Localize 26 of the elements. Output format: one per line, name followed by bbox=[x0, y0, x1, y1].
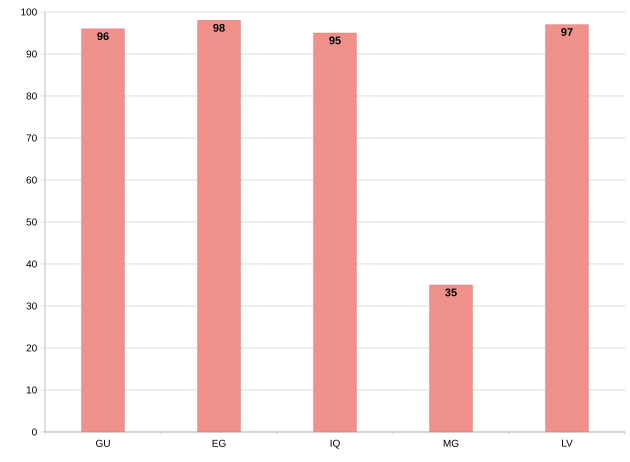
y-tick-label: 50 bbox=[26, 218, 37, 226]
data-label: 96 bbox=[97, 32, 109, 40]
data-label: 35 bbox=[445, 288, 457, 296]
y-tick-label: 70 bbox=[26, 134, 37, 142]
bar bbox=[313, 32, 357, 432]
y-tick-label: 80 bbox=[26, 92, 37, 100]
x-tick-label: EG bbox=[212, 440, 226, 447]
bar bbox=[545, 24, 589, 432]
x-tick-label: LV bbox=[562, 440, 573, 447]
y-tick-label: 60 bbox=[26, 176, 37, 184]
x-tick-label: IQ bbox=[330, 440, 340, 449]
bar bbox=[81, 28, 125, 432]
x-tick-label: MG bbox=[444, 440, 458, 447]
bar bbox=[429, 284, 473, 432]
x-tick-label: GU bbox=[96, 440, 110, 447]
data-label: 98 bbox=[213, 24, 225, 32]
y-tick-label: 30 bbox=[26, 302, 37, 310]
bar bbox=[197, 20, 241, 432]
y-tick-label: 40 bbox=[26, 260, 37, 268]
y-tick-label: 100 bbox=[21, 8, 37, 16]
y-tick-label: 90 bbox=[26, 50, 37, 58]
y-tick-label: 0 bbox=[32, 428, 37, 436]
y-tick-label: 20 bbox=[26, 344, 37, 352]
data-label: 95 bbox=[329, 36, 341, 44]
y-tick-label: 10 bbox=[26, 386, 37, 394]
data-label: 97 bbox=[561, 28, 573, 36]
